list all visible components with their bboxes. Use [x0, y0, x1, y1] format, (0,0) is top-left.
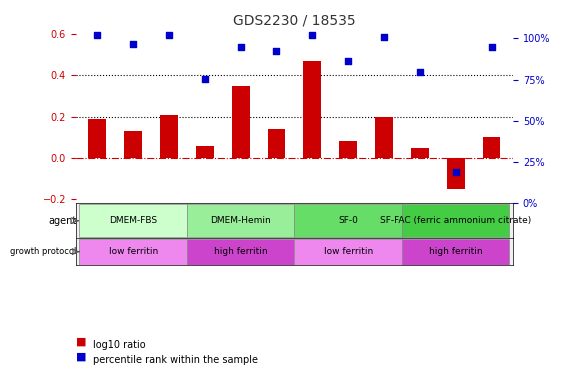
Text: SF-FAC (ferric ammonium citrate): SF-FAC (ferric ammonium citrate)	[380, 216, 531, 225]
Point	[236, 44, 245, 50]
Bar	[339, 141, 357, 158]
Text: percentile rank within the sample: percentile rank within the sample	[93, 355, 258, 365]
Point	[380, 34, 389, 40]
Text: ■: ■	[76, 337, 86, 347]
Bar	[196, 146, 214, 158]
FancyBboxPatch shape	[294, 204, 402, 237]
Text: SF-0: SF-0	[338, 216, 358, 225]
Bar	[447, 158, 465, 189]
Bar	[231, 86, 250, 158]
Text: growth protocol: growth protocol	[10, 247, 76, 256]
Text: low ferritin: low ferritin	[108, 247, 158, 256]
Bar	[89, 119, 106, 158]
Point	[415, 69, 424, 75]
Point	[272, 48, 281, 54]
Point	[164, 32, 174, 38]
Bar	[268, 129, 286, 158]
Bar	[124, 131, 142, 158]
FancyBboxPatch shape	[187, 204, 294, 237]
Point	[451, 169, 461, 175]
Point	[487, 44, 496, 50]
Bar	[483, 137, 500, 158]
FancyBboxPatch shape	[294, 238, 402, 265]
Text: DMEM-Hemin: DMEM-Hemin	[210, 216, 271, 225]
Point	[200, 75, 209, 81]
Bar	[411, 148, 429, 158]
Text: log10 ratio: log10 ratio	[93, 340, 146, 350]
Point	[93, 32, 102, 38]
Text: ■: ■	[76, 352, 86, 362]
Point	[128, 41, 138, 47]
Bar	[160, 115, 178, 158]
Text: DMEM-FBS: DMEM-FBS	[109, 216, 157, 225]
Text: low ferritin: low ferritin	[324, 247, 373, 256]
FancyBboxPatch shape	[402, 238, 510, 265]
FancyBboxPatch shape	[79, 238, 187, 265]
Point	[343, 58, 353, 64]
Text: agent: agent	[48, 216, 76, 226]
Text: high ferritin: high ferritin	[214, 247, 268, 256]
FancyBboxPatch shape	[79, 204, 187, 237]
Text: high ferritin: high ferritin	[429, 247, 483, 256]
FancyBboxPatch shape	[187, 238, 294, 265]
FancyBboxPatch shape	[402, 204, 510, 237]
Title: GDS2230 / 18535: GDS2230 / 18535	[233, 13, 356, 27]
Point	[308, 32, 317, 38]
Bar	[375, 117, 393, 158]
Bar	[303, 61, 321, 158]
